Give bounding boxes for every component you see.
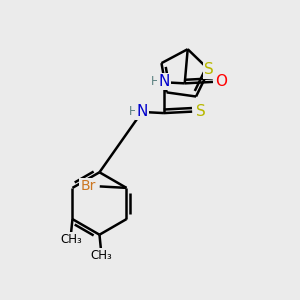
- Text: N: N: [136, 103, 148, 118]
- Text: Br: Br: [80, 179, 95, 194]
- Text: N: N: [158, 74, 169, 89]
- Text: O: O: [215, 74, 227, 89]
- Text: CH₃: CH₃: [90, 249, 112, 262]
- Text: S: S: [204, 62, 214, 77]
- Text: H: H: [129, 104, 138, 118]
- Text: CH₃: CH₃: [60, 233, 82, 246]
- Text: S: S: [196, 104, 206, 119]
- Text: H: H: [151, 75, 159, 88]
